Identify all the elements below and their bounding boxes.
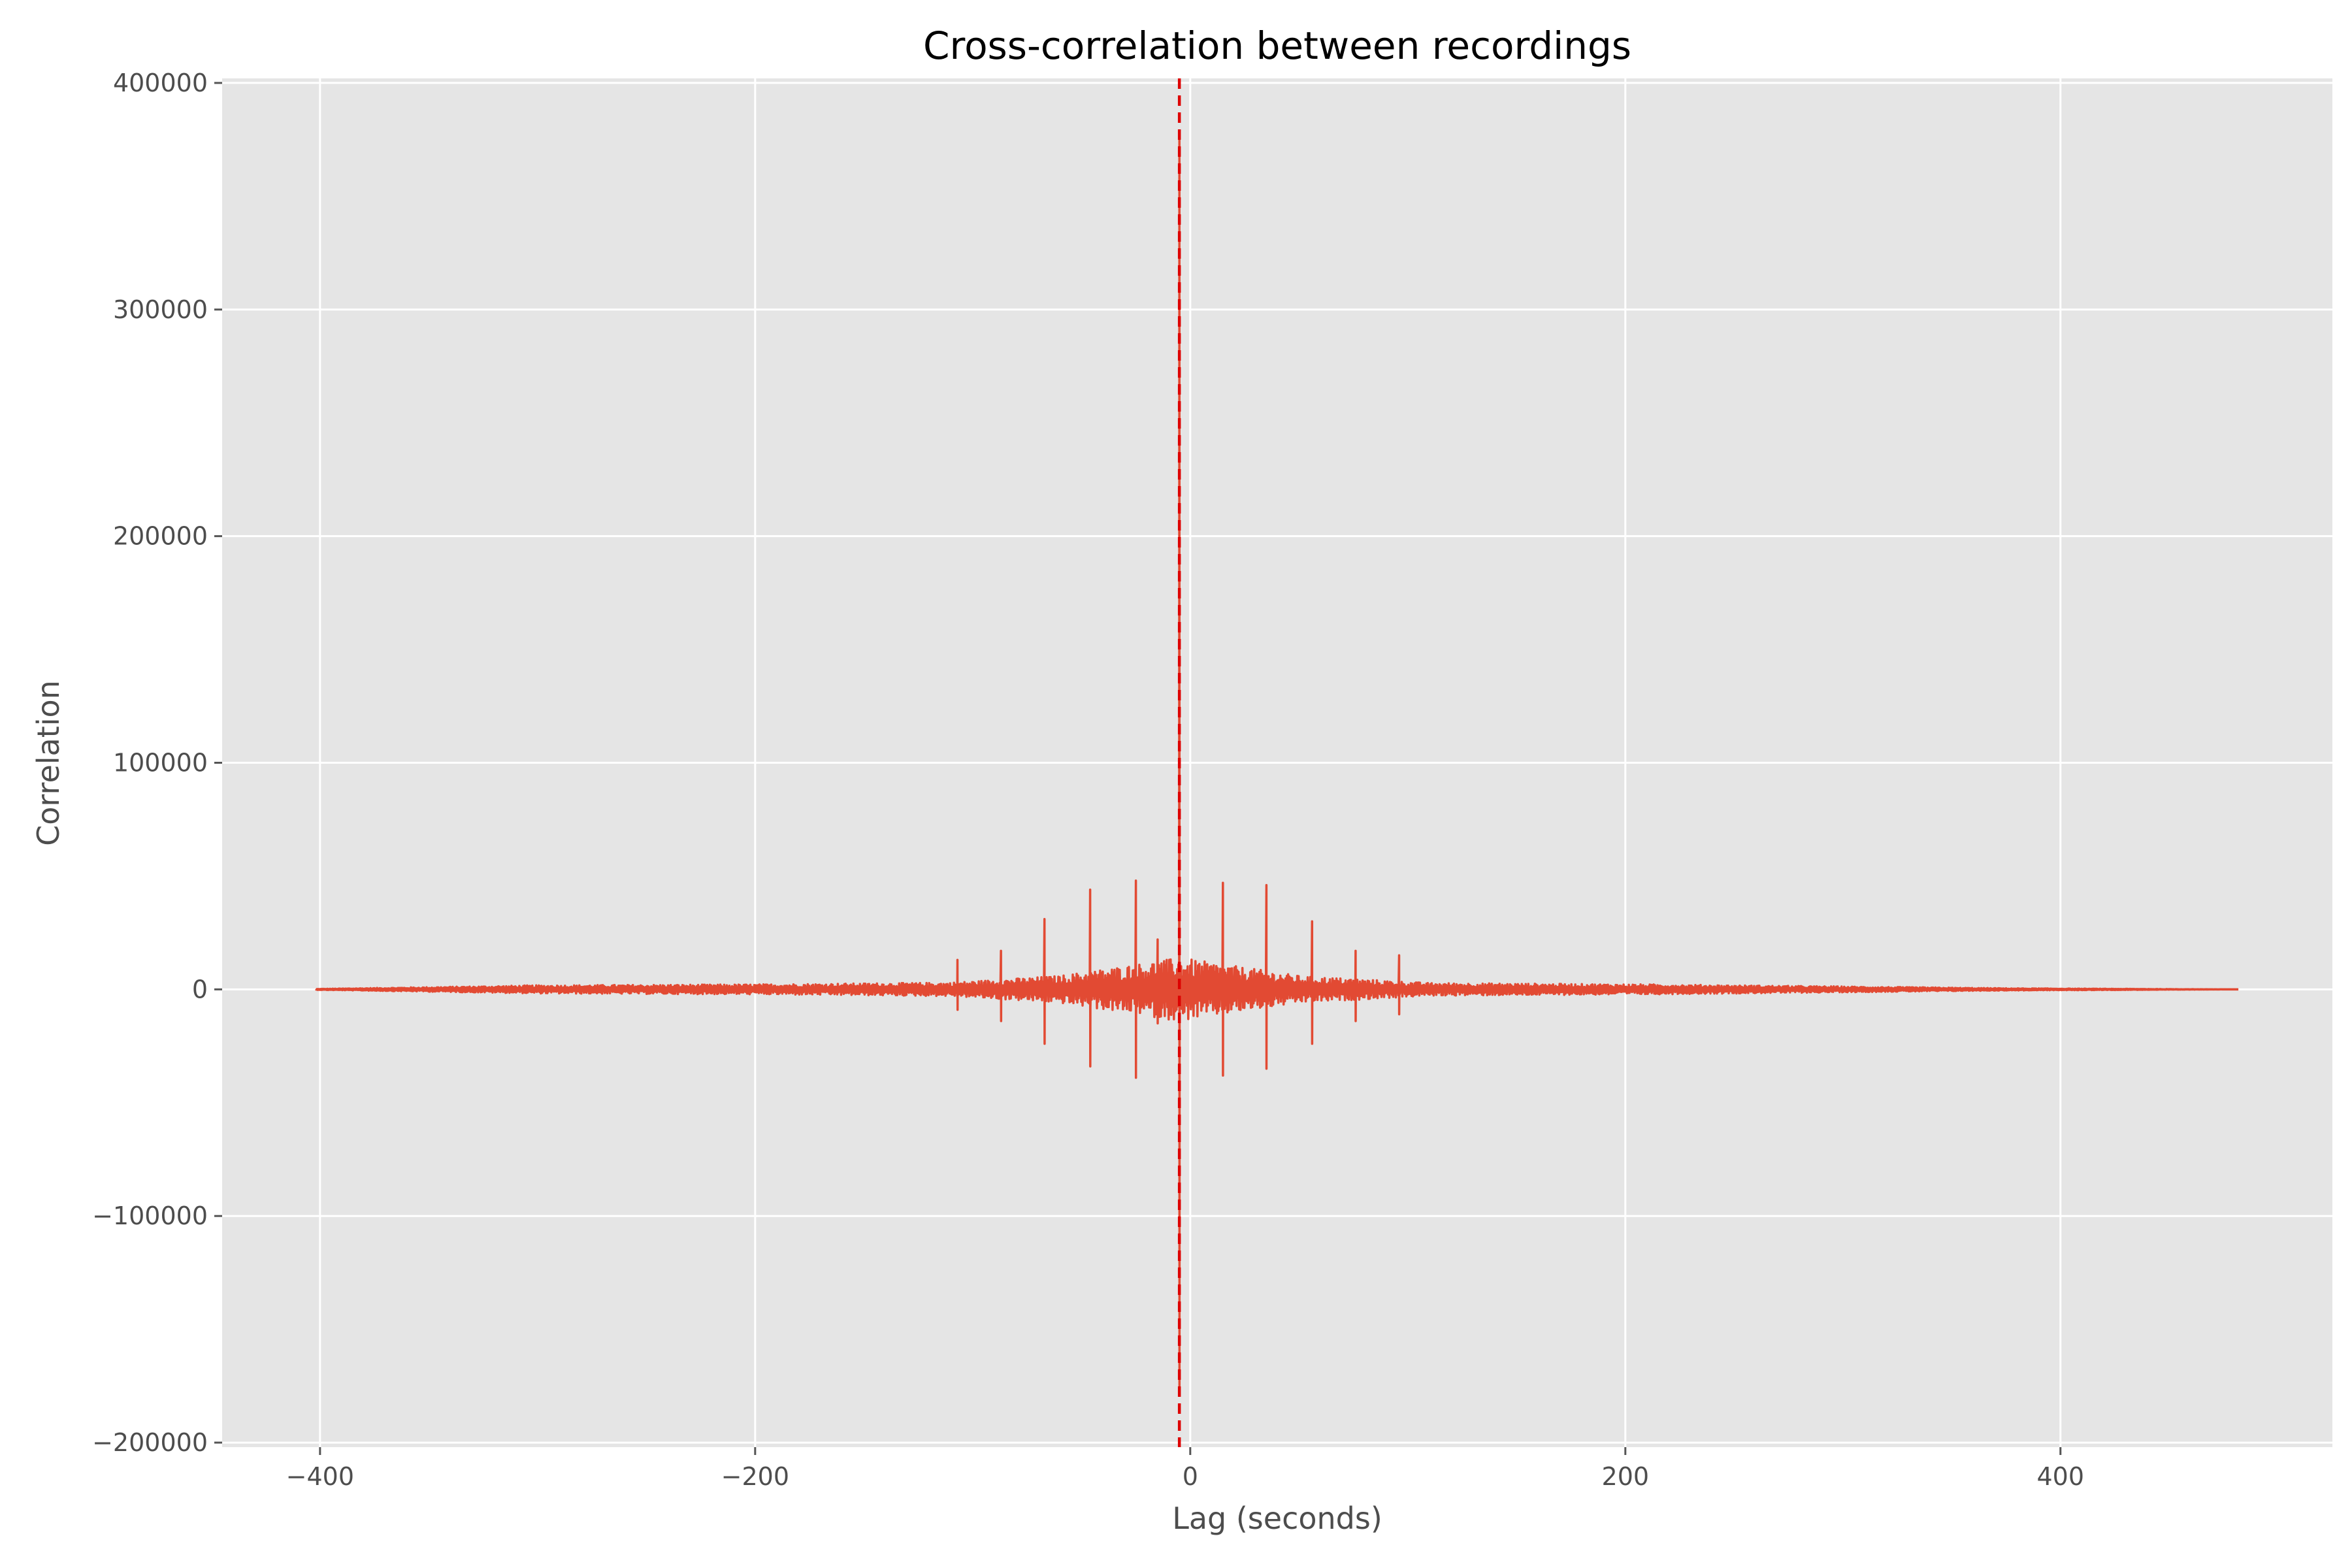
y-tick-label: 100000: [113, 749, 208, 777]
y-tick-label: −200000: [92, 1428, 208, 1457]
x-axis-label: Lag (seconds): [1172, 1501, 1382, 1536]
y-tick-label: 300000: [113, 295, 208, 324]
y-axis-label: Correlation: [31, 680, 66, 846]
y-tick-label: 400000: [113, 69, 208, 97]
x-tick-label: 200: [1602, 1462, 1650, 1491]
x-tick-label: −400: [286, 1462, 354, 1491]
y-axis: −200000 −100000 0 100000 200000 300000 400000: [92, 69, 222, 1457]
y-tick-label: −100000: [92, 1201, 208, 1230]
x-tick-label: 400: [2036, 1462, 2084, 1491]
correlation-series-line: [315, 138, 2239, 1388]
series-area: [315, 138, 2239, 1388]
chart-title: Cross-correlation between recordings: [923, 24, 1631, 68]
x-tick-label: −200: [721, 1462, 789, 1491]
y-tick-label: 200000: [113, 522, 208, 551]
y-tick-label: 0: [192, 975, 208, 1004]
x-tick-label: 0: [1183, 1462, 1198, 1491]
x-axis: −400 −200 0 200 400: [286, 1447, 2084, 1491]
